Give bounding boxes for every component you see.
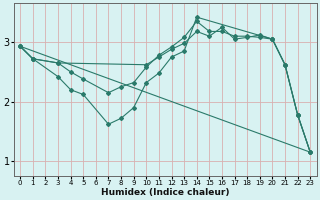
X-axis label: Humidex (Indice chaleur): Humidex (Indice chaleur): [101, 188, 229, 197]
